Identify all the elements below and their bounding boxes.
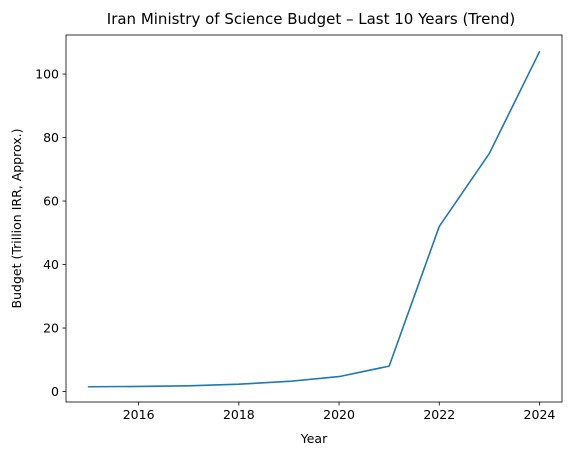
plot-area (65, 34, 563, 403)
series-line (87, 51, 541, 388)
x-tick-label: 2018 (223, 407, 255, 422)
y-tick-label: 20 (43, 321, 59, 336)
y-tick-label: 100 (35, 67, 59, 82)
y-axis-label: Budget (Trillion IRR, Approx.) (9, 129, 24, 309)
y-tick-label: 40 (43, 257, 59, 272)
y-tick-label: 80 (43, 130, 59, 145)
y-axis: 0 20 40 60 80 100 (35, 67, 66, 399)
x-axis: 2016 2018 2020 2022 2024 (123, 402, 556, 422)
x-tick-label: 2022 (423, 407, 455, 422)
chart-title: Iran Ministry of Science Budget – Last 1… (107, 10, 515, 28)
x-tick-label: 2016 (123, 407, 155, 422)
series-layer (87, 51, 541, 388)
y-tick-label: 60 (43, 194, 59, 209)
x-tick-label: 2020 (323, 407, 355, 422)
x-axis-label: Year (300, 431, 328, 446)
y-tick-label: 0 (51, 384, 59, 399)
x-tick-label: 2024 (524, 407, 556, 422)
